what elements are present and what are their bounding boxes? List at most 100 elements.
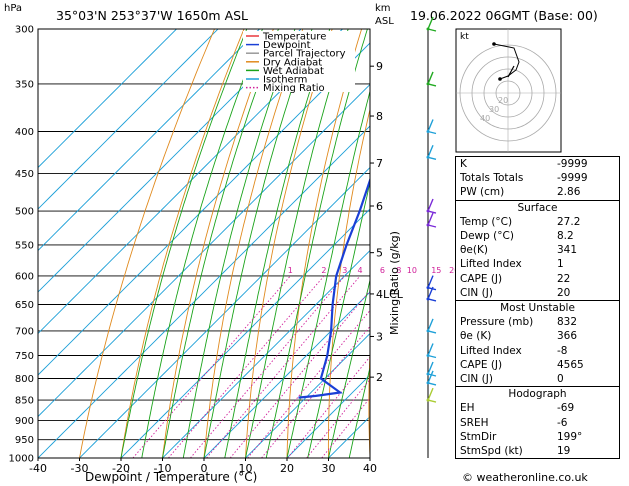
pressure-tick-label: 500 [15, 207, 34, 218]
legend-entry: Parcel Trajectory [263, 49, 346, 60]
surface-label: Lifted Index [460, 258, 522, 271]
wind-dot [426, 209, 430, 213]
surface-row: Lifted Index 1 [456, 257, 619, 271]
indices-table: K -9999 Totals Totals -9999 PW (cm) 2.86 Su… [455, 156, 620, 460]
km-tick-label: 3 [376, 330, 383, 343]
isotherm-line [79, 166, 370, 458]
mixing-ratio-line [229, 290, 370, 458]
hodograph-label: SREH [460, 416, 489, 429]
surface-value: 20 [557, 286, 571, 299]
hodograph-trace [493, 43, 520, 80]
hodograph-frame [455, 28, 562, 153]
surface-row: CAPE (J) 22 [456, 272, 619, 286]
unstable-value: 366 [557, 330, 578, 343]
surface-label: CIN (J) [460, 286, 493, 299]
isotherm-line [38, 29, 260, 252]
wind-barb [427, 318, 434, 332]
index-row-k: K -9999 [456, 157, 619, 171]
x-tick-label: 30 [322, 462, 336, 475]
surface-row: θe(K) 341 [456, 243, 619, 257]
mixing-ratio-line [132, 275, 291, 458]
surface-value: 341 [557, 244, 578, 257]
pressure-tick-label: 900 [15, 416, 34, 427]
hodograph-rows: EH -69 SREH -6 StmDir 199° StmSpd (kt) 19 [456, 401, 619, 458]
mixing-ratio-label: 10 [407, 266, 417, 275]
isotherm-line [38, 29, 302, 293]
wind-dot [426, 398, 430, 402]
x-tick-label: 40 [363, 462, 377, 475]
isotherm-line [38, 29, 219, 210]
isotherm-line [286, 374, 370, 458]
legend-entry: Temperature [262, 32, 326, 43]
surface-value: 22 [557, 272, 571, 285]
wind-barb [427, 370, 434, 384]
index-row-pw: PW (cm) 2.86 [456, 185, 619, 199]
pressure-tick-label: 850 [15, 396, 34, 407]
isotherm-line [38, 29, 177, 169]
isotherm-line [203, 291, 370, 458]
dry-adiabat-line [203, 29, 304, 458]
y2-axis-label: Mixing Ratio (g/kg) [388, 231, 401, 335]
pressure-tick-label: 550 [15, 240, 34, 251]
x-tick-label: 0 [201, 462, 208, 475]
pressure-tick-label: 750 [15, 351, 34, 362]
legend-entry: Isotherm [263, 75, 307, 86]
legend-entry: Wet Adiabat [263, 66, 324, 77]
wet-adiabat-line [328, 278, 370, 458]
wind-dot [426, 286, 430, 290]
surface-label: Temp (°C) [460, 215, 513, 228]
legend-entry: Mixing Ratio [263, 83, 325, 94]
wind-barb [427, 387, 434, 401]
index-row-tt: Totals Totals -9999 [456, 171, 619, 185]
pressure-tick-label: 450 [15, 169, 34, 180]
mixing-ratio-label: 3 [342, 266, 347, 275]
wind-dot [426, 82, 430, 86]
copyright-text: © weatheronline.co.uk [462, 471, 588, 484]
wind-dot [426, 381, 430, 385]
pressure-tick-label: 350 [15, 79, 34, 90]
isotherm-line [38, 42, 370, 376]
wind-barb [427, 198, 434, 212]
index-label: Totals Totals [460, 172, 524, 185]
surface-label: θe(K) [460, 244, 488, 257]
x-tick-label: 20 [280, 462, 294, 475]
hodograph-label: EH [460, 402, 475, 415]
mixing-ratio-label: 2 [321, 266, 326, 275]
wind-barb [427, 286, 434, 300]
unstable-label: CIN (J) [460, 373, 493, 386]
isotherm-line [38, 83, 370, 418]
mixing-ratio-line [190, 275, 346, 458]
height-unit-label: km ASL [375, 2, 394, 28]
wet-adiabat-line [120, 29, 248, 458]
wet-adiabat-line [307, 180, 370, 458]
km-tick-label: 9 [376, 60, 383, 73]
mixing-ratio-label: 8 [396, 266, 401, 275]
surface-label: Dewp (°C) [460, 230, 514, 243]
legend-background [243, 31, 355, 92]
km-tick-label: 7 [376, 157, 383, 170]
unstable-label: θe (K) [460, 330, 492, 343]
unstable-row: Lifted Index -8 [456, 344, 619, 358]
dry-adiabat-line [162, 29, 274, 458]
hodograph-point [492, 42, 496, 46]
mixing-ratio-label: 1 [288, 266, 293, 275]
wet-adiabat-line [286, 89, 370, 458]
wind-dot [426, 130, 430, 134]
pressure-tick-label: 600 [15, 271, 34, 282]
hodograph-value: 199° [557, 430, 583, 443]
hodograph-ring-label: 20 [498, 96, 508, 105]
wind-barb [427, 343, 434, 356]
mixing-ratio-line [206, 275, 361, 458]
dewpoint-curve [298, 176, 370, 399]
pressure-tick-label: 1000 [9, 454, 34, 465]
isotherm-line [120, 208, 370, 458]
wind-dot [426, 353, 430, 357]
height-unit-bottom: ASL [375, 16, 394, 27]
surface-row: Dewp (°C) 8.2 [456, 229, 619, 243]
index-value: 2.86 [557, 186, 581, 199]
km-tick-label: 6 [376, 200, 383, 213]
unstable-row: CAPE (J) 4565 [456, 358, 619, 372]
